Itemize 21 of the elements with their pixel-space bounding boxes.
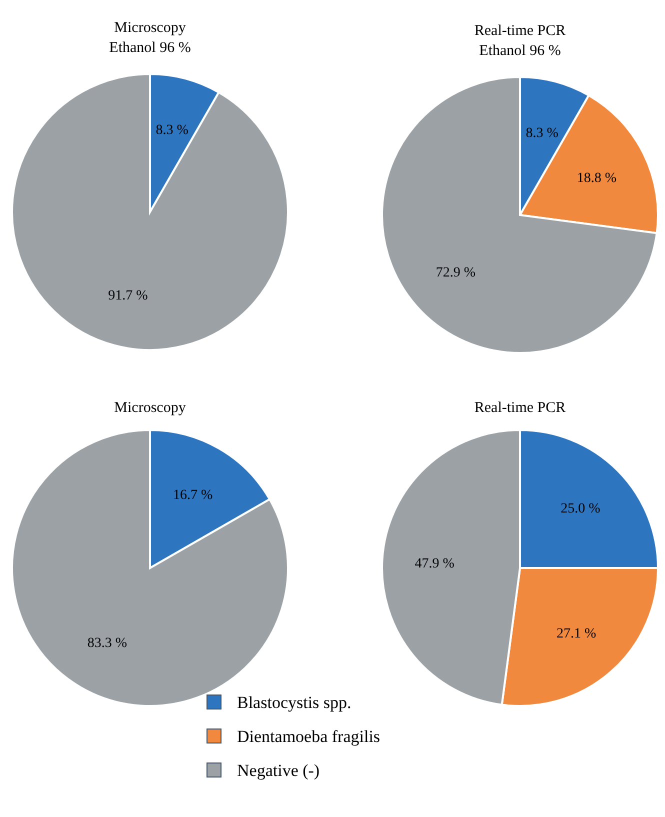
legend-label: Blastocystis spp. [237,692,352,712]
chart-title: Real-time PCR [474,400,566,416]
chart-title: Microscopy [114,400,186,416]
data-label: 16.7 % [173,488,214,503]
data-label: 83.3 % [87,636,128,651]
pie-slice [381,76,658,354]
chart-subtitle: Ethanol 96 % [109,40,191,56]
data-label: 18.8 % [576,171,617,186]
data-label: 72.9 % [436,265,476,280]
data-label: 91.7 % [108,288,148,304]
data-label: 25.0 % [560,501,601,516]
chart-title: Real-time PCR [474,23,566,39]
chart-subtitle: Ethanol 96 % [479,43,561,59]
data-label: 27.1 % [556,626,597,642]
chart-title: Microscopy [114,20,186,36]
data-label: 8.3 % [156,123,189,138]
data-label: 8.3 % [526,126,559,142]
data-label: 47.9 % [414,556,455,572]
legend-label: Negative (-) [237,760,320,780]
pie-slice [11,73,289,351]
legend-label: Dientamoeba fragilis [237,726,380,746]
